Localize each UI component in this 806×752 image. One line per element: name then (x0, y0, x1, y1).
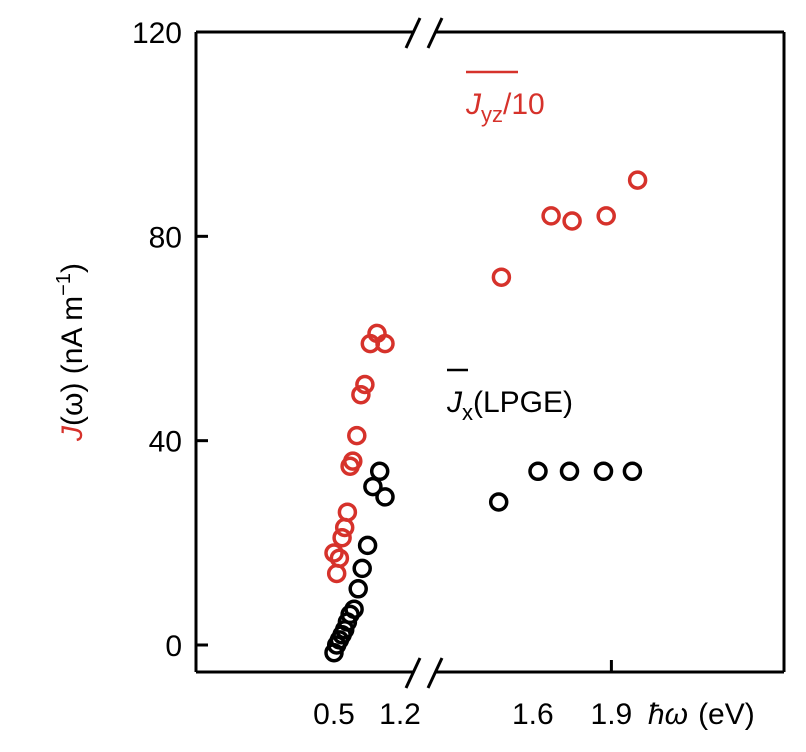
y-tick-label: 80 (149, 221, 182, 254)
data-point-red (343, 451, 363, 471)
x-tick-label: 1.6 (512, 698, 554, 731)
x-axis-label: ħω (eV) (648, 698, 755, 731)
svg-text:Jyz/10: Jyz/10 (465, 88, 545, 127)
data-point-black (369, 461, 390, 482)
data-point-black (488, 492, 509, 512)
data-point-red (351, 384, 371, 405)
x-axis-unit: (eV) (698, 698, 755, 731)
data-point-red (491, 267, 512, 287)
data-point-red (326, 563, 347, 584)
data-point-black (593, 461, 614, 482)
black-label-sub: x (462, 400, 473, 425)
data-point-red (355, 374, 375, 395)
data-point-red (541, 206, 561, 226)
y-axis-label-sup: −1 (53, 273, 75, 296)
data-point-red (347, 425, 367, 446)
x-axis-symbol: ħω (648, 698, 688, 731)
data-point-black (348, 579, 368, 599)
x-ticks: 0.5 1.2 1.6 1.9 (313, 660, 632, 731)
x-tick-label: 1.9 (591, 698, 633, 731)
axis-break-top-1 (404, 17, 422, 49)
red-label-tail: /10 (503, 88, 545, 121)
y-tick-label: 0 (165, 630, 182, 663)
data-point-red (334, 517, 355, 538)
data-point-red (329, 548, 350, 568)
data-point-black (375, 487, 395, 507)
data-point-black (357, 535, 378, 556)
y-axis-label-rest: (ω) (nA m (56, 296, 89, 426)
black-label-j: J (446, 386, 463, 419)
data-point-red (596, 206, 616, 226)
y-axis-label-j: J (56, 425, 89, 442)
y-axis-label: J(ω) (nA m−1) (53, 263, 89, 442)
data-point-black (344, 599, 364, 619)
data-point-black (622, 461, 643, 482)
series-label-black: Jx(LPGE) (446, 368, 573, 425)
series-label-red: Jyz/10 (465, 70, 545, 127)
data-point-red (562, 211, 582, 231)
data-point-black (559, 461, 580, 482)
y-tick-label: 40 (149, 426, 182, 459)
data-point-red (627, 170, 648, 190)
data-point-red (337, 502, 358, 522)
axis-break-top-2 (426, 17, 444, 49)
data-point-black (363, 476, 383, 497)
red-label-j: J (465, 88, 482, 121)
data-point-black (352, 558, 372, 579)
x-tick-label: 1.2 (379, 698, 421, 731)
y-axis-label-close: ) (56, 263, 89, 273)
red-label-sub: yz (481, 102, 503, 127)
x-tick-label: 0.5 (313, 698, 355, 731)
data-points (324, 170, 648, 663)
data-point-red (332, 527, 352, 548)
data-point-black (528, 461, 548, 482)
axis-break-bottom-1 (404, 657, 422, 689)
black-label-tail: (LPGE) (473, 386, 573, 419)
data-point-red (324, 543, 344, 563)
y-ticks: 0 40 80 120 (132, 17, 208, 663)
data-point-red (375, 333, 395, 354)
svg-text:Jx(LPGE): Jx(LPGE) (446, 386, 573, 425)
y-tick-label: 120 (132, 17, 182, 50)
axis-break-bottom-2 (426, 657, 444, 689)
